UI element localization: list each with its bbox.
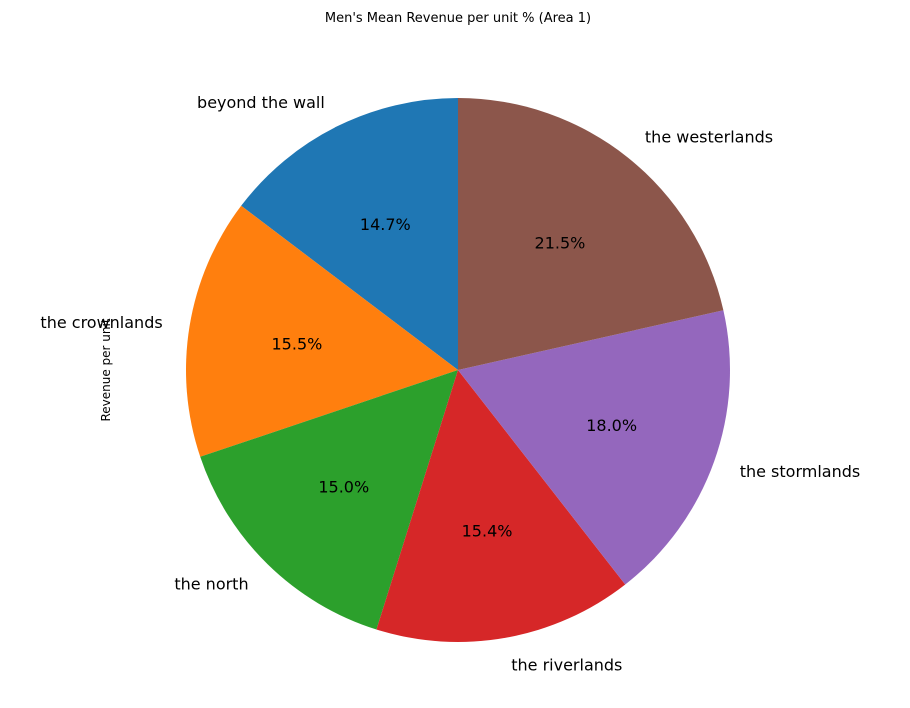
slice-percent-label: 14.7% [360,215,411,234]
slice-percent-label: 15.0% [318,478,369,497]
pie-slice-the-north [200,370,458,630]
slice-label: the north [174,575,248,594]
slice-percent-label: 15.4% [462,522,513,541]
slice-percent-label: 15.5% [272,335,323,354]
pie-slice-the-crownlands [186,205,458,457]
slice-label: the riverlands [511,655,622,674]
pie-slice-the-stormlands [458,310,730,585]
slice-percent-label: 21.5% [535,234,586,253]
slice-label: the crownlands [40,313,162,332]
pie-slices [186,98,730,642]
slice-label: the westerlands [645,127,773,146]
pie-slice-beyond-the-wall [241,98,458,370]
chart-title: Men's Mean Revenue per unit % (Area 1) [325,11,591,26]
y-axis-label: Revenue per unit [99,318,113,421]
slice-percent-label: 18.0% [586,416,637,435]
pie-slice-the-westerlands [458,98,724,370]
pie-labels: beyond the wall 14.7% the crownlands 15.5% t… [40,93,860,674]
slice-label: the stormlands [740,462,861,481]
pie-slice-the-riverlands [376,370,626,642]
slice-label: beyond the wall [197,93,325,112]
